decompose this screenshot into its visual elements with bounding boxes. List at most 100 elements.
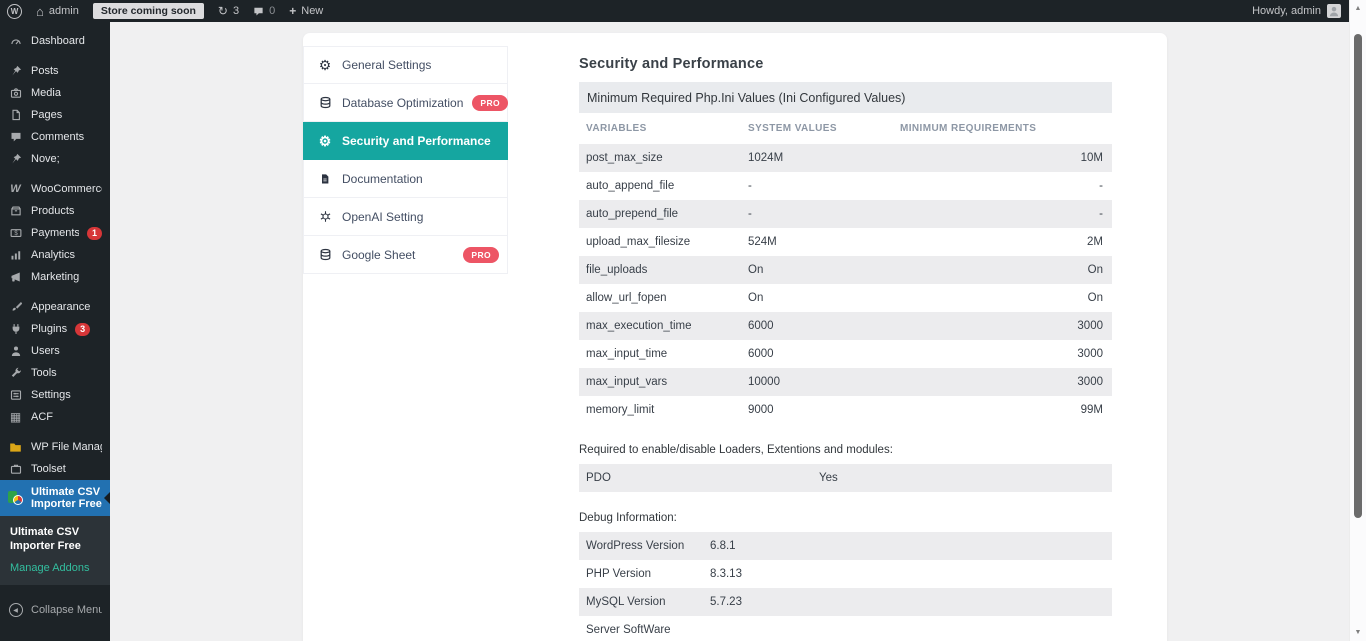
sidebar-item-analytics[interactable]: Analytics bbox=[0, 244, 110, 266]
sidebar-item-label: Pages bbox=[31, 109, 62, 121]
cell-system-value: 10000 bbox=[748, 376, 1077, 388]
table-row: max_input_vars100003000 bbox=[579, 368, 1112, 396]
home-icon: ⌂ bbox=[36, 5, 44, 18]
sidebar-item-users[interactable]: Users bbox=[0, 340, 110, 362]
php-table-header: VARIABLES SYSTEM VALUES MINIMUM REQUIREM… bbox=[579, 113, 1112, 144]
sidebar-item-media[interactable]: Media bbox=[0, 82, 110, 104]
sidebar-item-posts[interactable]: Posts bbox=[0, 60, 110, 82]
tab-label: OpenAI Setting bbox=[342, 210, 423, 224]
cell-system-value: Yes bbox=[819, 472, 1103, 484]
sidebar-item-nove[interactable]: Nove; bbox=[0, 148, 110, 170]
tab-documentation[interactable]: Documentation bbox=[303, 160, 508, 198]
sidebar-item-label: Products bbox=[31, 205, 74, 217]
table-row: post_max_size1024M10M bbox=[579, 144, 1112, 172]
table-row: auto_append_file-- bbox=[579, 172, 1112, 200]
wordpress-menu[interactable]: W bbox=[0, 0, 29, 22]
sidebar-item-tools[interactable]: Tools bbox=[0, 362, 110, 384]
sidebar-item-comments[interactable]: Comments bbox=[0, 126, 110, 148]
cell-variable: allow_url_fopen bbox=[586, 292, 748, 304]
updates-link[interactable]: ↻ 3 bbox=[211, 0, 246, 22]
php-ini-table: post_max_size1024M10Mauto_append_file--a… bbox=[579, 144, 1112, 424]
scroll-down-arrow-icon[interactable]: ▼ bbox=[1350, 629, 1366, 636]
tab-google-sheet[interactable]: Google SheetPRO bbox=[303, 236, 508, 274]
table-row: MySQL Version5.7.23 bbox=[579, 588, 1112, 616]
cell-minimum-requirement: 3000 bbox=[1077, 320, 1103, 332]
sidebar-item-settings[interactable]: Settings bbox=[0, 384, 110, 406]
pages-icon bbox=[8, 109, 23, 121]
cell-minimum-requirement: - bbox=[1099, 180, 1103, 192]
sidebar-item-label: Ultimate CSV Importer Free bbox=[31, 486, 102, 510]
manage-addons-link[interactable]: Manage Addons bbox=[0, 562, 110, 574]
site-link[interactable]: ⌂ admin bbox=[29, 0, 86, 22]
sidebar-item-products[interactable]: Products bbox=[0, 200, 110, 222]
cell-system-value: 524M bbox=[748, 236, 1087, 248]
sidebar-item-toolset[interactable]: Toolset bbox=[0, 458, 110, 480]
sidebar-item-payments[interactable]: $Payments1 bbox=[0, 222, 110, 244]
sidebar-item-ultimate-csv-importer-free[interactable]: Ultimate CSV Importer Free bbox=[0, 480, 110, 516]
tab-label: Google Sheet bbox=[342, 248, 415, 262]
col-minimum-requirements: MINIMUM REQUIREMENTS bbox=[900, 123, 1103, 134]
tab-database-optimization[interactable]: Database OptimizationPRO bbox=[303, 84, 508, 122]
sidebar-item-label: Payments bbox=[31, 227, 79, 239]
coming-soon-badge[interactable]: Store coming soon bbox=[86, 0, 211, 22]
sidebar-item-label: Plugins bbox=[31, 323, 67, 335]
filemanager-icon bbox=[8, 441, 23, 454]
tab-security-and-performance[interactable]: ⚙Security and Performance bbox=[303, 122, 508, 160]
sidebar-item-label: Settings bbox=[31, 389, 71, 401]
sidebar-item-appearance[interactable]: Appearance bbox=[0, 296, 110, 318]
new-label: New bbox=[301, 5, 323, 17]
sidebar-item-label: Marketing bbox=[31, 271, 79, 283]
marketing-icon bbox=[8, 271, 23, 283]
new-content-link[interactable]: + New bbox=[282, 0, 330, 22]
settings-card: ⚙General SettingsDatabase OptimizationPR… bbox=[303, 33, 1167, 641]
table-row: upload_max_filesize524M2M bbox=[579, 228, 1112, 256]
debug-table: WordPress Version6.8.1PHP Version8.3.13M… bbox=[579, 532, 1112, 641]
scroll-up-arrow-icon[interactable]: ▲ bbox=[1350, 5, 1366, 12]
admin-bar: W ⌂ admin Store coming soon ↻ 3 0 + New … bbox=[0, 0, 1349, 22]
site-name: admin bbox=[49, 5, 79, 17]
openai-icon bbox=[317, 210, 333, 223]
gear-icon: ⚙ bbox=[317, 134, 333, 148]
php-ini-section-header: Minimum Required Php.Ini Values (Ini Con… bbox=[579, 82, 1112, 113]
sidebar-item-plugins[interactable]: Plugins3 bbox=[0, 318, 110, 340]
scrollbar-thumb[interactable] bbox=[1354, 34, 1362, 518]
table-row: WordPress Version6.8.1 bbox=[579, 532, 1112, 560]
sidebar-item-pages[interactable]: Pages bbox=[0, 104, 110, 126]
cell-minimum-requirement: On bbox=[1088, 292, 1103, 304]
howdy-text: Howdy, admin bbox=[1252, 5, 1321, 17]
collapse-menu-button[interactable]: ◀ Collapse Menu bbox=[0, 599, 110, 621]
cell-minimum-requirement: 2M bbox=[1087, 236, 1103, 248]
tab-openai-setting[interactable]: OpenAI Setting bbox=[303, 198, 508, 236]
account-menu[interactable]: Howdy, admin bbox=[1252, 0, 1349, 22]
submenu-title[interactable]: Ultimate CSV Importer Free bbox=[0, 525, 110, 553]
sidebar-item-woocommerce[interactable]: WWooCommerce bbox=[0, 178, 110, 200]
sidebar-item-marketing[interactable]: Marketing bbox=[0, 266, 110, 288]
vertical-scrollbar[interactable]: ▲ ▼ bbox=[1349, 0, 1366, 641]
sidebar-item-wp-file-manager[interactable]: WP File Manager bbox=[0, 436, 110, 458]
pin-icon bbox=[8, 153, 23, 165]
tab-label: Documentation bbox=[342, 172, 423, 186]
csv-logo-icon bbox=[8, 491, 23, 505]
sidebar-item-dashboard[interactable]: Dashboard bbox=[0, 30, 110, 52]
comments-count: 0 bbox=[269, 5, 275, 17]
payments-icon: $ bbox=[8, 227, 23, 239]
cell-variable: Server SoftWare bbox=[586, 624, 710, 636]
cell-minimum-requirement: 10M bbox=[1081, 152, 1103, 164]
cell-variable: auto_append_file bbox=[586, 180, 748, 192]
cell-variable: PHP Version bbox=[586, 568, 710, 580]
table-row: auto_prepend_file-- bbox=[579, 200, 1112, 228]
tab-general-settings[interactable]: ⚙General Settings bbox=[303, 46, 508, 84]
col-system-values: SYSTEM VALUES bbox=[748, 123, 900, 134]
cell-system-value: 9000 bbox=[748, 404, 1081, 416]
sidebar-item-label: Appearance bbox=[31, 301, 90, 313]
comments-link[interactable]: 0 bbox=[246, 0, 282, 22]
cell-variable: auto_prepend_file bbox=[586, 208, 748, 220]
pro-badge: PRO bbox=[472, 95, 508, 111]
sidebar-item-acf[interactable]: ▦ACF bbox=[0, 406, 110, 428]
updates-count: 3 bbox=[233, 5, 239, 17]
cell-system-value: - bbox=[748, 208, 1099, 220]
cell-variable: post_max_size bbox=[586, 152, 748, 164]
updates-icon: ↻ bbox=[218, 5, 228, 17]
users-icon bbox=[8, 345, 23, 357]
table-row: allow_url_fopenOnOn bbox=[579, 284, 1112, 312]
